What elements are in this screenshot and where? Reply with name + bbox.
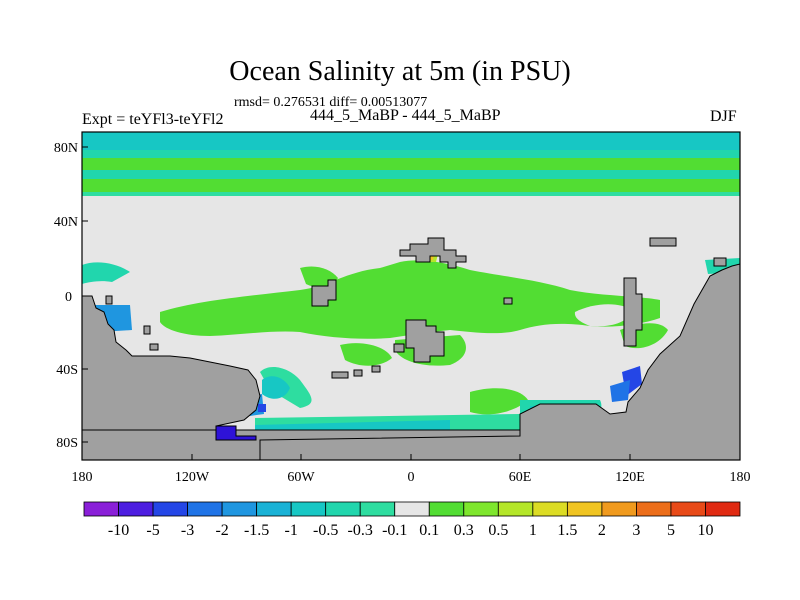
map-plot [81,131,741,461]
colorbar-label: 0.5 [488,522,508,539]
lat-label-40n: 40N [54,215,78,230]
land-island-5 [331,371,349,379]
antarctic-blue-patch [215,425,257,441]
colorbar-label: 3 [632,522,640,539]
lon-label-60w: 60W [287,470,315,485]
colorbar-swatch [359,501,396,517]
colorbar-label: 0.3 [454,522,474,539]
colorbar-label: -2 [215,522,228,539]
lon-label-0: 0 [408,470,415,485]
colorbar-swatch [256,501,292,517]
arctic-band-3 [82,170,740,179]
colorbar-label: -0.3 [348,522,373,539]
colorbar-label: 2 [598,522,606,539]
stats-line: rmsd= 0.276531 diff= 0.00513077 [234,95,428,110]
lon-label-180w: 180 [72,470,93,485]
colorbar-label: 0.1 [419,522,439,539]
colorbar-swatch [394,501,430,517]
green-blob-2 [340,343,392,366]
arctic-band-1 [82,150,740,158]
arctic-band-top [82,132,740,150]
colorbar-label: -1.5 [244,522,269,539]
land-island-2 [405,319,445,363]
colorbar-swatch [636,501,672,517]
land-island-3 [393,343,405,353]
colorbar-label: -1 [284,522,297,539]
lat-label-0: 0 [65,290,72,305]
east-mid-fresh [610,380,630,402]
colorbar-swatch [601,501,637,517]
colorbar-label: -3 [181,522,194,539]
longitude-labels: 180 120W 60W 0 60E 120E 180 [72,470,751,485]
case-label: 444_5_MaBP - 444_5_MaBP [310,107,501,124]
west-coast-fresh [82,262,130,284]
land-island-11 [623,277,643,347]
tropical-green-belt [160,260,660,339]
land-island-1 [311,279,337,307]
lat-label-40s: 40S [56,363,78,378]
land-island-6 [371,365,381,373]
arctic-band-2 [82,158,740,170]
colorbar-labels: -10 -5 -3 -2 -1.5 -1 -0.5 -0.3 -0.1 0.1 0.3 0.5 1 1.5… [108,522,714,539]
white-patch-1 [574,304,632,327]
lat-label-80s: 80S [56,436,78,451]
southern-blue-2 [258,404,266,412]
arctic-band-5 [82,192,740,196]
colorbar-swatch [428,501,465,517]
colorbar-label: 5 [667,522,675,539]
colorbar-swatch [83,501,119,517]
colorbar-label: -0.1 [382,522,407,539]
land-island-7 [143,325,151,335]
colorbar-swatch [221,501,258,517]
land-north-block [399,237,467,269]
latitude-labels: 80N 40N 0 40S 80S [54,141,78,451]
map-title: Ocean Salinity at 5m (in PSU) [229,56,571,87]
lon-label-120w: 120W [175,470,210,485]
land-island-9 [503,297,513,305]
lon-label-120e: 120E [615,470,645,485]
land-island-10 [649,237,677,247]
lon-label-60e: 60E [509,470,532,485]
colorbar-swatch [152,501,188,517]
colorbar-swatch [325,501,361,517]
colorbar-swatch [290,501,327,517]
colorbar-swatch [670,501,706,517]
land-island-4 [353,369,363,377]
land-island-13 [105,295,113,305]
southern-fresh-band [255,376,450,442]
colorbar-swatch [118,501,154,517]
arctic-band-4 [82,179,740,192]
colorbar-swatch [532,501,568,517]
green-blob-4 [470,388,528,415]
colorbar-swatch [187,501,223,517]
colorbar-label: 1 [529,522,537,539]
colorbar-swatch [705,501,741,517]
axis-ticks [81,146,741,460]
lon-label-180e: 180 [730,470,751,485]
season-label: DJF [710,108,737,125]
colorbar-swatch [566,501,603,517]
colorbar [83,501,741,517]
colorbar-swatch [463,501,499,517]
experiment-label: Expt = teYFl3-teYFl2 [82,111,224,128]
land-island-8 [149,343,159,351]
land-masses [81,237,741,461]
colorbar-label: -5 [146,522,159,539]
colorbar-label: -0.5 [313,522,338,539]
colorbar-label: 1.5 [557,522,577,539]
colorbar-label: 10 [697,522,713,539]
land-south [259,263,741,461]
colorbar-label: -10 [108,522,129,539]
colorbar-swatch [497,501,534,517]
lat-label-80n: 80N [54,141,78,156]
land-island-12 [713,257,727,267]
